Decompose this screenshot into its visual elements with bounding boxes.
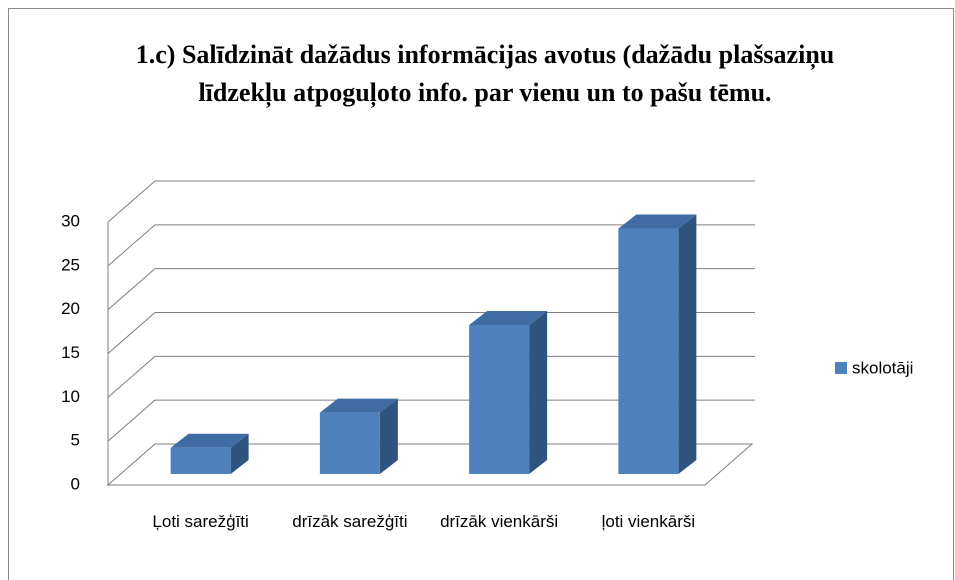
bar-top bbox=[319, 398, 398, 413]
grid-line bbox=[107, 180, 755, 223]
bar-side bbox=[379, 398, 398, 474]
grid-line bbox=[107, 355, 755, 398]
chart-title: 1.c) Salīdzināt dažādus informācijas avo… bbox=[135, 40, 835, 107]
bar bbox=[618, 228, 679, 474]
bar-top bbox=[469, 310, 548, 325]
y-tick-label: 5 bbox=[71, 431, 80, 450]
legend-swatch bbox=[835, 362, 847, 374]
bar bbox=[170, 447, 231, 474]
grid-line bbox=[107, 312, 755, 354]
bar-side bbox=[529, 310, 548, 474]
bar bbox=[469, 324, 530, 474]
y-tick-label: 20 bbox=[61, 299, 80, 318]
bar-side bbox=[678, 214, 697, 475]
grid-line bbox=[107, 224, 755, 267]
floor bbox=[106, 443, 754, 486]
y-tick-label: 15 bbox=[61, 343, 80, 362]
legend-label: skolotāji bbox=[852, 358, 913, 377]
bar-top bbox=[618, 214, 697, 229]
y-tick-label: 30 bbox=[61, 211, 80, 230]
x-tick-label: Ļoti sarežģīti bbox=[152, 512, 249, 531]
x-tick-label: ļoti vienkārši bbox=[601, 512, 696, 531]
grid-line bbox=[107, 399, 755, 442]
x-tick-label: drīzāk vienkārši bbox=[440, 512, 559, 531]
bar-side bbox=[230, 433, 249, 474]
bar-top bbox=[170, 433, 249, 448]
chart-border bbox=[8, 8, 954, 580]
x-tick-label: drīzāk sarežģīti bbox=[292, 512, 408, 531]
y-tick-label: 10 bbox=[61, 387, 80, 406]
y-tick-label: 25 bbox=[61, 255, 80, 274]
grid-line bbox=[107, 268, 755, 311]
y-tick-label: 0 bbox=[71, 474, 80, 493]
bar bbox=[319, 412, 380, 474]
